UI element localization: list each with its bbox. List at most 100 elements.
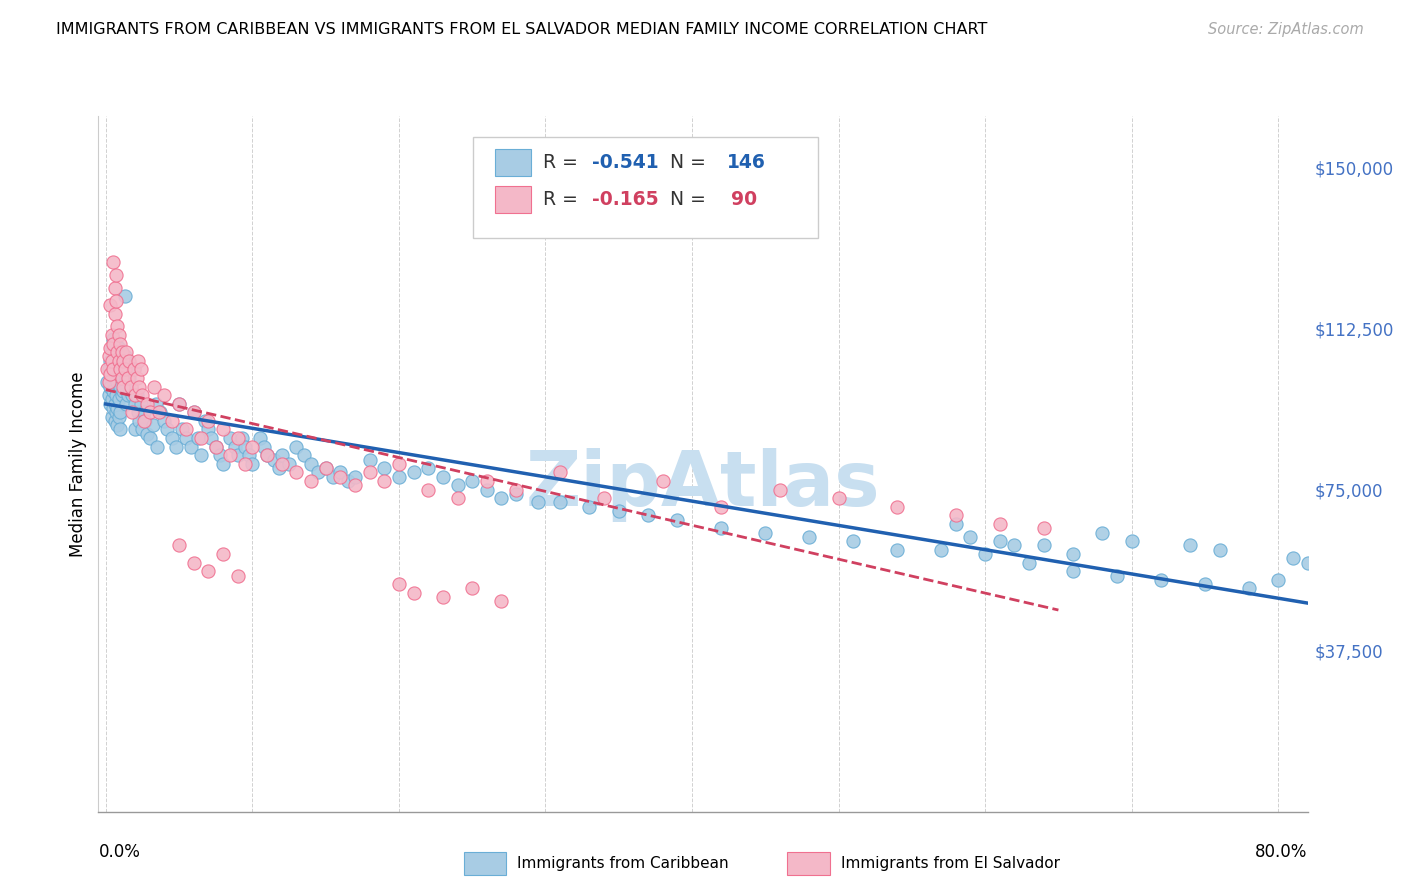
- Point: [292, 448, 315, 462]
- Point: [97, 362, 120, 376]
- Point: [240, 440, 263, 454]
- Point: [117, 362, 139, 376]
- Text: R =: R =: [543, 190, 585, 209]
- Point: [98, 397, 121, 411]
- Point: [97, 388, 120, 402]
- Point: [197, 422, 219, 436]
- Point: [475, 483, 498, 497]
- Point: [988, 534, 1011, 549]
- Point: [165, 440, 187, 454]
- Point: [1062, 547, 1084, 561]
- Point: [105, 388, 128, 402]
- Point: [233, 440, 256, 454]
- Point: [105, 336, 128, 351]
- Point: [142, 418, 165, 433]
- Point: [710, 521, 733, 535]
- Point: [103, 306, 125, 320]
- Point: [219, 448, 242, 462]
- Point: [183, 556, 205, 570]
- Point: [209, 448, 232, 462]
- Point: [446, 491, 468, 506]
- Point: [129, 362, 152, 376]
- Point: [96, 376, 118, 390]
- Point: [149, 405, 172, 419]
- Point: [101, 336, 124, 351]
- Point: [197, 414, 219, 428]
- Point: [107, 376, 129, 390]
- Point: [117, 371, 139, 385]
- Point: [98, 341, 121, 355]
- Point: [100, 392, 122, 407]
- Point: [226, 448, 249, 462]
- Point: [153, 414, 176, 428]
- Point: [115, 397, 138, 411]
- Point: [110, 405, 132, 419]
- Point: [285, 440, 308, 454]
- Point: [402, 585, 425, 599]
- Point: [307, 466, 329, 480]
- Point: [359, 466, 381, 480]
- Point: [263, 452, 285, 467]
- Text: N =: N =: [658, 153, 711, 172]
- Point: [1004, 538, 1026, 552]
- Point: [125, 371, 148, 385]
- Text: 90: 90: [731, 190, 756, 209]
- Point: [121, 405, 143, 419]
- Point: [107, 350, 129, 364]
- Text: N =: N =: [658, 190, 711, 209]
- Point: [96, 362, 118, 376]
- Text: Source: ZipAtlas.com: Source: ZipAtlas.com: [1208, 22, 1364, 37]
- Point: [138, 405, 160, 419]
- Point: [128, 414, 150, 428]
- Point: [432, 469, 454, 483]
- Point: [108, 328, 131, 343]
- Point: [153, 388, 176, 402]
- Point: [131, 388, 153, 402]
- Point: [315, 461, 337, 475]
- Point: [194, 414, 217, 428]
- Point: [143, 379, 166, 393]
- Bar: [495, 186, 531, 212]
- Point: [145, 397, 167, 411]
- Point: [101, 358, 124, 372]
- Point: [100, 353, 122, 368]
- Point: [1018, 556, 1040, 570]
- Point: [100, 367, 122, 381]
- Point: [200, 431, 222, 445]
- Point: [988, 516, 1011, 531]
- Point: [959, 530, 981, 544]
- Point: [1032, 521, 1054, 535]
- Point: [204, 440, 226, 454]
- Point: [111, 371, 134, 385]
- Point: [105, 268, 128, 282]
- Point: [110, 422, 132, 436]
- Point: [388, 577, 411, 591]
- Point: [238, 448, 260, 462]
- Point: [226, 431, 249, 445]
- Point: [1237, 582, 1260, 596]
- Point: [359, 452, 381, 467]
- Point: [212, 547, 235, 561]
- Text: 146: 146: [727, 153, 766, 172]
- Point: [98, 379, 121, 393]
- Point: [769, 483, 792, 497]
- Point: [231, 431, 253, 445]
- Point: [491, 594, 513, 608]
- FancyBboxPatch shape: [474, 136, 818, 238]
- Point: [97, 350, 120, 364]
- Point: [233, 457, 256, 471]
- Point: [97, 376, 120, 390]
- Point: [108, 341, 131, 355]
- Point: [1121, 534, 1143, 549]
- Point: [886, 500, 908, 514]
- Point: [1267, 573, 1289, 587]
- Point: [118, 371, 141, 385]
- Point: [886, 542, 908, 557]
- Point: [270, 457, 292, 471]
- Point: [98, 353, 121, 368]
- Point: [131, 422, 153, 436]
- Point: [190, 431, 212, 445]
- Point: [315, 461, 337, 475]
- Point: [129, 397, 152, 411]
- Point: [112, 384, 135, 398]
